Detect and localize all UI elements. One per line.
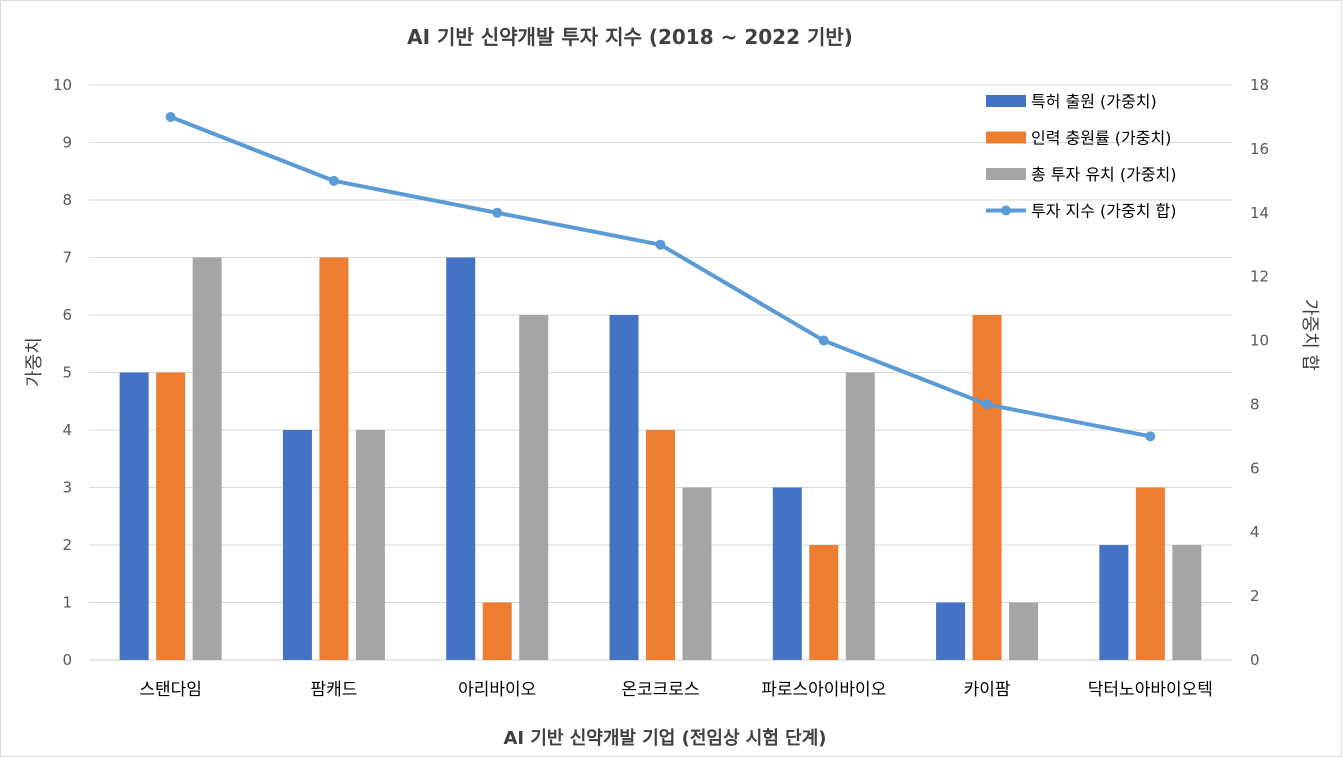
bar xyxy=(119,372,149,660)
line-point xyxy=(982,399,993,410)
y2-tick-label: 0 xyxy=(1250,651,1260,669)
bar xyxy=(609,315,639,660)
legend-swatch xyxy=(986,168,1026,180)
y-tick-label: 10 xyxy=(53,76,72,94)
line-series xyxy=(165,111,1156,442)
category-label: 팜캐드 xyxy=(310,680,357,700)
bar xyxy=(192,257,222,660)
chart-title: AI 기반 신약개발 투자 지수 (2018 ~ 2022 기반) xyxy=(407,25,853,49)
y2-tick-label: 2 xyxy=(1250,587,1260,605)
bar xyxy=(646,430,675,660)
bar xyxy=(1009,602,1039,660)
bar xyxy=(282,430,312,660)
y-tick-label: 6 xyxy=(62,306,72,324)
bar xyxy=(355,430,385,660)
bar xyxy=(1135,487,1165,660)
y2-tick-label: 8 xyxy=(1250,395,1260,413)
bar-series xyxy=(119,257,1202,660)
series-line xyxy=(169,115,1151,439)
line-point xyxy=(165,111,176,122)
bar xyxy=(845,372,875,660)
bar xyxy=(156,372,186,660)
y-tick-label: 0 xyxy=(62,651,72,669)
y2-tick-label: 14 xyxy=(1250,204,1269,222)
x-axis-categories: 스탠다임 팜캐드 아리바이오 온코크로스 파로스아이바이오 카이팜 닥터노아바이오텍 xyxy=(139,680,1213,700)
y-tick-label: 9 xyxy=(62,134,72,152)
y2-axis-ticks: 0 2 4 6 8 10 12 14 16 18 xyxy=(1250,76,1269,669)
legend-swatch xyxy=(986,131,1026,144)
bar xyxy=(809,545,839,660)
y2-tick-label: 16 xyxy=(1250,140,1269,158)
category-label: 닥터노아바이오텍 xyxy=(1088,680,1213,700)
y2-tick-label: 18 xyxy=(1250,76,1269,94)
bar xyxy=(682,487,712,660)
bar xyxy=(446,257,476,660)
y-axis-title: 가중치 xyxy=(24,337,45,387)
x-axis-title: AI 기반 신약개발 기업 (전임상 시험 단계) xyxy=(503,727,826,749)
category-label: 파로스아이바이오 xyxy=(761,680,886,700)
bar xyxy=(319,257,349,660)
y-tick-label: 3 xyxy=(62,479,72,497)
category-label: 온코크로스 xyxy=(621,680,699,700)
legend-label: 특허 출원 (가중치) xyxy=(1031,92,1157,111)
y-tick-label: 5 xyxy=(62,364,72,382)
bar xyxy=(972,315,1002,660)
line-point xyxy=(328,175,339,186)
y2-tick-label: 12 xyxy=(1250,268,1269,286)
bar xyxy=(482,602,512,660)
legend: 특허 출원 (가중치) 인력 충원률 (가중치) 총 투자 유치 (가중치) 투자 지… xyxy=(986,92,1177,221)
category-label: 스탠다임 xyxy=(139,680,202,700)
bar xyxy=(1172,545,1202,660)
bar xyxy=(936,602,966,660)
category-label: 카이팜 xyxy=(964,680,1011,700)
y-tick-label: 7 xyxy=(62,249,72,267)
line-point xyxy=(1145,431,1156,442)
legend-label: 투자 지수 (가중치 합) xyxy=(1031,202,1177,221)
bar xyxy=(772,487,802,660)
y-tick-label: 8 xyxy=(62,191,72,209)
y-tick-label: 4 xyxy=(62,421,72,439)
bar xyxy=(1099,545,1129,660)
y2-tick-label: 10 xyxy=(1250,332,1269,350)
y-tick-label: 1 xyxy=(62,594,72,612)
legend-swatch xyxy=(986,95,1026,107)
legend-label: 총 투자 유치 (가중치) xyxy=(1031,165,1177,184)
legend-label: 인력 충원률 (가중치) xyxy=(1031,129,1171,148)
y-axis-ticks: 0 1 2 3 4 5 6 7 8 9 10 xyxy=(53,76,72,669)
y2-tick-label: 6 xyxy=(1250,459,1260,477)
category-label: 아리바이오 xyxy=(458,680,536,700)
y2-tick-label: 4 xyxy=(1250,523,1260,541)
line-point xyxy=(492,207,503,218)
gridlines xyxy=(89,84,1232,661)
y2-axis-title: 가중치 합 xyxy=(1299,299,1320,371)
y-tick-label: 2 xyxy=(62,536,72,554)
line-point xyxy=(655,239,666,250)
legend-marker xyxy=(1001,205,1011,216)
line-point xyxy=(818,335,829,346)
bar xyxy=(519,315,549,660)
